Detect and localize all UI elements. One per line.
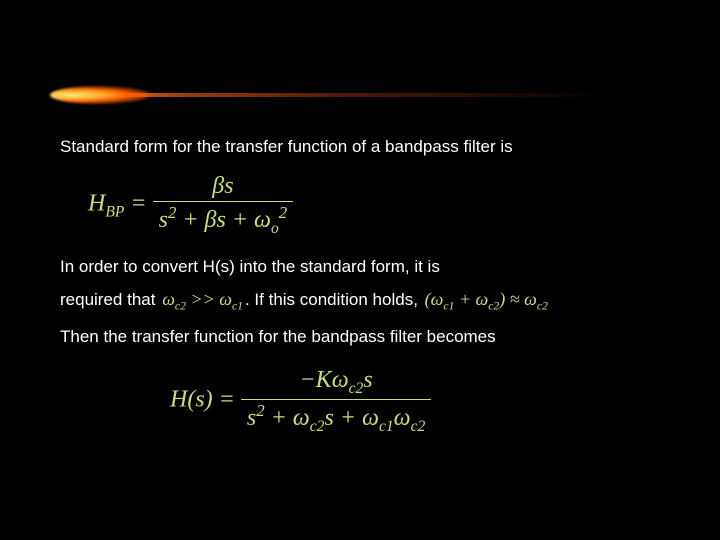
- approx-math: (ωc1 + ωc2) ≈ ωc2: [423, 289, 550, 309]
- approx-r-sub: c2: [537, 300, 548, 313]
- eq2-den-c2-sub: c2: [411, 417, 426, 434]
- eq2-den-c1-sub: c1: [379, 417, 394, 434]
- eq2-den-s: s: [247, 405, 256, 431]
- approx-r: ) ≈ ω: [499, 289, 537, 309]
- cond-w2-sub: c1: [232, 300, 243, 313]
- comet-glow: [50, 86, 150, 104]
- condition-math: ωc2 >> ωc1: [160, 289, 245, 309]
- eq2-num: −Kωc2s: [241, 367, 431, 400]
- cond-op: >>: [186, 289, 219, 309]
- cond-w2: ω: [219, 289, 232, 309]
- equation-standard-form: HBP = βss2 + βs + ωo2: [88, 173, 670, 237]
- cond-pre: required that: [60, 290, 160, 309]
- eq2-den-mid: + ω: [265, 405, 310, 431]
- eq2-den-s-sup: 2: [256, 401, 264, 420]
- comet-tail: [80, 93, 610, 97]
- eq1-eq: =: [124, 190, 152, 216]
- slide-content: Standard form for the transfer function …: [60, 135, 670, 453]
- intro-text-1: Standard form for the transfer function …: [60, 135, 670, 159]
- approx-plus: + ω: [454, 289, 488, 309]
- eq1-den-rest: + βs + ω: [176, 207, 271, 233]
- eq2-lhs: H(s) =: [170, 386, 241, 412]
- cond-mid: . If this condition holds,: [245, 290, 423, 309]
- eq2-fraction: −Kωc2ss2 + ωc2s + ωc1ωc2: [241, 367, 431, 435]
- eq2-num-post: s: [363, 367, 372, 393]
- eq1-fraction: βss2 + βs + ωo2: [153, 173, 294, 237]
- eq2-den-w2: ω: [394, 405, 411, 431]
- eq1-den-o-sup: 2: [279, 203, 287, 222]
- cond-w1-sub: c2: [175, 300, 186, 313]
- cond-text-line1: In order to convert H(s) into the standa…: [60, 255, 670, 279]
- comet-decoration: [50, 80, 610, 110]
- cond-w1: ω: [162, 289, 175, 309]
- eq1-lhs-sub: BP: [105, 203, 124, 220]
- eq1-lhs: H: [88, 190, 105, 216]
- cond-text-line2: required that ωc2 >> ωc1. If this condit…: [60, 287, 670, 315]
- eq1-num: βs: [153, 173, 294, 202]
- eq2-den-mid2: s + ω: [324, 405, 378, 431]
- approx-b-sub: c2: [488, 300, 499, 313]
- equation-result: H(s) = −Kωc2ss2 + ωc2s + ωc1ωc2: [170, 367, 670, 435]
- eq2-num-pre: −Kω: [299, 367, 348, 393]
- eq2-den: s2 + ωc2s + ωc1ωc2: [241, 400, 431, 435]
- eq1-den: s2 + βs + ωo2: [153, 202, 294, 237]
- approx-l: (ω: [425, 289, 444, 309]
- eq2-den-mid-sub: c2: [310, 417, 325, 434]
- eq1-den-s: s: [159, 207, 168, 233]
- result-text: Then the transfer function for the bandp…: [60, 325, 670, 349]
- eq2-num-sub: c2: [349, 379, 364, 396]
- eq1-den-o-sub: o: [271, 220, 279, 237]
- approx-a-sub: c1: [443, 300, 454, 313]
